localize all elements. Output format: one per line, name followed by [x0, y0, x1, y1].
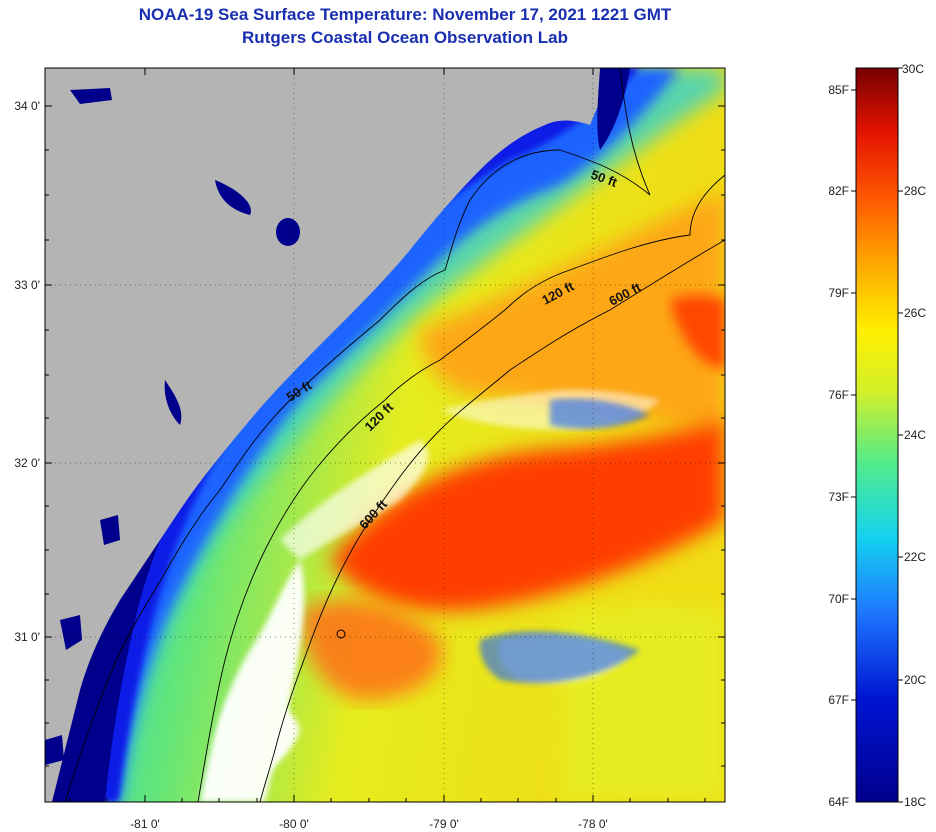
cb-c-26: 26C [904, 306, 926, 320]
map-subtitle: Rutgers Coastal Ocean Observation Lab [242, 28, 568, 47]
lat-label-33: 33 0' [14, 278, 40, 292]
cb-c-20: 20C [904, 673, 926, 687]
cb-f-73: 73F [828, 490, 849, 504]
cb-f-76: 76F [828, 388, 849, 402]
lon-label-80: -80 0' [279, 817, 309, 831]
map-title: NOAA-19 Sea Surface Temperature: Novembe… [138, 5, 672, 24]
depth-contours [64, 68, 725, 802]
lat-label-31: 31 0' [14, 630, 40, 644]
contour-600ft [259, 239, 725, 802]
cb-c-28: 28C [904, 184, 926, 198]
lon-label-81: -81 0' [130, 817, 160, 831]
lat-label-34: 34 0' [14, 99, 40, 113]
cb-c-18: 18C [904, 795, 926, 809]
cb-f-85: 85F [828, 83, 849, 97]
cb-c-30: 30C [902, 62, 924, 76]
colorbar-ticks [851, 67, 903, 803]
cb-f-82: 82F [828, 184, 849, 198]
contour-50ft [64, 68, 651, 802]
colorbar [855, 67, 899, 803]
lon-label-78: -78 0' [578, 817, 608, 831]
cb-c-22: 22C [904, 550, 926, 564]
graticule [45, 68, 725, 802]
lon-label-79: -79 0' [429, 817, 459, 831]
contour-120ft [197, 174, 725, 802]
lat-label-32: 32 0' [14, 456, 40, 470]
cb-f-64: 64F [828, 795, 849, 809]
sst-image: 50 ft 50 ft 120 ft 120 ft 600 ft 600 ft [45, 68, 725, 802]
cb-f-67: 67F [828, 693, 849, 707]
cb-c-24: 24C [904, 428, 926, 442]
cb-f-70: 70F [828, 592, 849, 606]
land-mass [45, 68, 620, 802]
map-frame [44, 67, 726, 803]
axis-ticks [45, 68, 725, 802]
cb-f-79: 79F [828, 286, 849, 300]
